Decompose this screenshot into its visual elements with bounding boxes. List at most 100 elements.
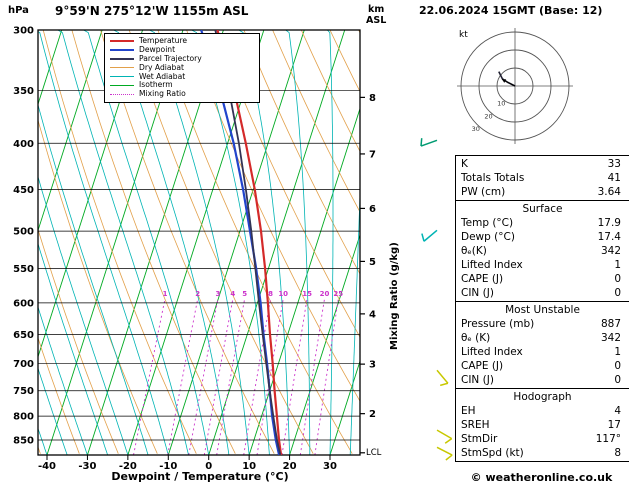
- mixing-ratio-value: 5: [242, 290, 247, 298]
- stats-section-header: Surface: [522, 203, 563, 215]
- temp-tick-label: 10: [242, 461, 256, 472]
- legend-item: Parcel Trajectory: [110, 53, 254, 64]
- stat-value: 4: [614, 405, 621, 417]
- km-tick-label: 8: [369, 93, 376, 104]
- stat-value: 0: [614, 360, 621, 372]
- stat-label: Lifted Index: [461, 346, 523, 358]
- dry-adiabat-lines: [38, 30, 360, 454]
- legend-label: Isotherm: [139, 80, 173, 90]
- stats-section: Hodograph EH 4 SREH 17 StmDir 117° StmSpd (kt) 8: [456, 388, 629, 461]
- profile-lines: [200, 30, 283, 455]
- stats-section: Most Unstable Pressure (mb) 887 θₑ (K) 342 Li…: [456, 301, 629, 388]
- series-parcel-trajectory: [214, 30, 282, 455]
- wind-barb-feather: [421, 233, 425, 242]
- altitude-unit-km: km: [368, 4, 385, 15]
- pressure-tick-label: 550: [13, 264, 34, 275]
- legend-label: Mixing Ratio: [139, 89, 186, 99]
- series-temperature: [216, 30, 283, 455]
- chart-legend: Temperature Dewpoint Parcel Trajectory Dry …: [104, 33, 260, 103]
- stat-row: Lifted Index 1: [456, 258, 629, 272]
- station-title: 9°59'N 275°12'W 1155m ASL: [55, 4, 249, 18]
- stat-value: 17.9: [597, 217, 621, 229]
- mixing-ratio-value: 25: [333, 290, 343, 298]
- mixing-ratio-axis-title: Mixing Ratio (g/kg): [389, 242, 400, 350]
- mixing-ratio-value: 15: [302, 290, 312, 298]
- stat-label: Lifted Index: [461, 259, 523, 271]
- pressure-tick-label: 700: [13, 359, 34, 370]
- stat-row: K 33: [456, 157, 629, 171]
- hodograph: 10 20 30: [457, 28, 573, 144]
- series-dewpoint: [200, 30, 281, 455]
- stats-section-header: Hodograph: [513, 391, 572, 403]
- stat-row: CAPE (J) 0: [456, 272, 629, 286]
- pressure-unit-label: hPa: [8, 5, 29, 16]
- stat-row: SREH 17: [456, 418, 629, 432]
- legend-item: Wet Adiabat: [110, 72, 254, 81]
- stat-value: 1: [614, 259, 621, 271]
- legend-line-sample: [110, 57, 134, 60]
- temp-tick-label: -20: [119, 461, 137, 472]
- pressure-tick-label: 300: [13, 26, 34, 37]
- wind-barb-feather: [440, 382, 449, 387]
- legend-item: Isotherm: [110, 81, 254, 90]
- stat-row: CIN (J) 0: [456, 286, 629, 300]
- legend-label: Dewpoint: [139, 45, 176, 55]
- pressure-tick-label: 750: [13, 386, 34, 397]
- pressure-tick-label: 600: [13, 298, 34, 309]
- stat-label: Temp (°C): [461, 217, 514, 229]
- temp-tick-label: -40: [38, 461, 56, 472]
- km-tick-label: 3: [369, 360, 376, 371]
- hodograph-ring-label: 10: [497, 100, 505, 108]
- stat-label: Pressure (mb): [461, 318, 535, 330]
- legend-label: Parcel Trajectory: [139, 53, 202, 63]
- stat-row: Pressure (mb) 887: [456, 317, 629, 331]
- stat-label: CAPE (J): [461, 360, 504, 372]
- temp-tick-label: -10: [159, 461, 177, 472]
- stat-row: θₑ (K) 342: [456, 331, 629, 345]
- stat-value: 17: [607, 419, 621, 431]
- wind-barb-shaft: [436, 369, 449, 384]
- stat-value: 33: [607, 158, 621, 170]
- stat-row: CIN (J) 0: [456, 373, 629, 387]
- stat-value: 8: [614, 447, 621, 459]
- legend-line-sample: [110, 40, 134, 43]
- temp-tick-label: 20: [283, 461, 297, 472]
- stat-value: 0: [614, 273, 621, 285]
- wind-barb-feather: [420, 138, 423, 147]
- legend-item: Temperature: [110, 37, 254, 46]
- stat-value: 887: [600, 318, 621, 330]
- wind-barb-feather: [444, 438, 453, 444]
- km-tick-label: 2: [369, 409, 376, 420]
- lcl-label: LCL: [366, 448, 382, 458]
- stat-value: 1: [614, 346, 621, 358]
- stat-row: Temp (°C) 17.9: [456, 216, 629, 230]
- km-tick-label: 6: [369, 204, 376, 215]
- stat-label: StmDir: [461, 433, 498, 445]
- pressure-tick-label: 850: [13, 436, 34, 447]
- stats-section-header: Most Unstable: [505, 304, 580, 316]
- axes: 300350400450500550600650700750800850-40-…: [13, 26, 376, 473]
- stat-value: 342: [600, 245, 621, 257]
- stat-label: θₑ(K): [461, 245, 487, 257]
- legend-line-sample: [110, 93, 134, 95]
- mixing-ratio-value: 8: [268, 290, 273, 298]
- stat-value: 3.64: [597, 186, 621, 198]
- km-tick-label: 4: [369, 309, 376, 320]
- km-tick-label: 7: [369, 149, 376, 160]
- hodograph-ring-label: 20: [484, 112, 492, 120]
- stat-label: StmSpd (kt): [461, 447, 524, 459]
- mixing-ratio-value: 10: [278, 290, 288, 298]
- pressure-tick-label: 650: [13, 330, 34, 341]
- legend-line-sample: [110, 67, 134, 69]
- pressure-tick-label: 800: [13, 412, 34, 423]
- stat-label: EH: [461, 405, 476, 417]
- hodograph-ring-label: 30: [472, 125, 480, 133]
- stat-row: Totals Totals 41: [456, 171, 629, 185]
- legend-label: Dry Adiabat: [139, 62, 184, 72]
- altitude-unit-asl: ASL: [366, 15, 387, 26]
- stat-value: 17.4: [597, 231, 621, 243]
- hodograph-ring: [496, 67, 534, 105]
- wind-barbs: [420, 138, 453, 461]
